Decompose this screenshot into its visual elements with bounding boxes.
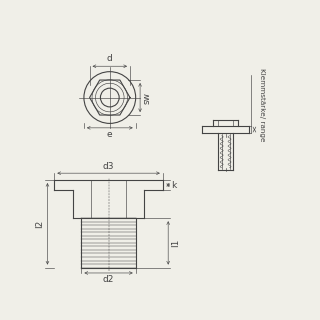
Text: e: e	[107, 130, 113, 139]
Text: k: k	[171, 180, 176, 189]
Text: l2: l2	[36, 220, 44, 228]
Text: l1: l1	[171, 239, 180, 247]
Text: d3: d3	[103, 162, 114, 171]
Text: d: d	[107, 54, 113, 63]
Text: Klemmstärke/ range: Klemmstärke/ range	[259, 68, 265, 141]
Text: d2: d2	[103, 276, 114, 284]
Text: sw: sw	[143, 92, 152, 104]
